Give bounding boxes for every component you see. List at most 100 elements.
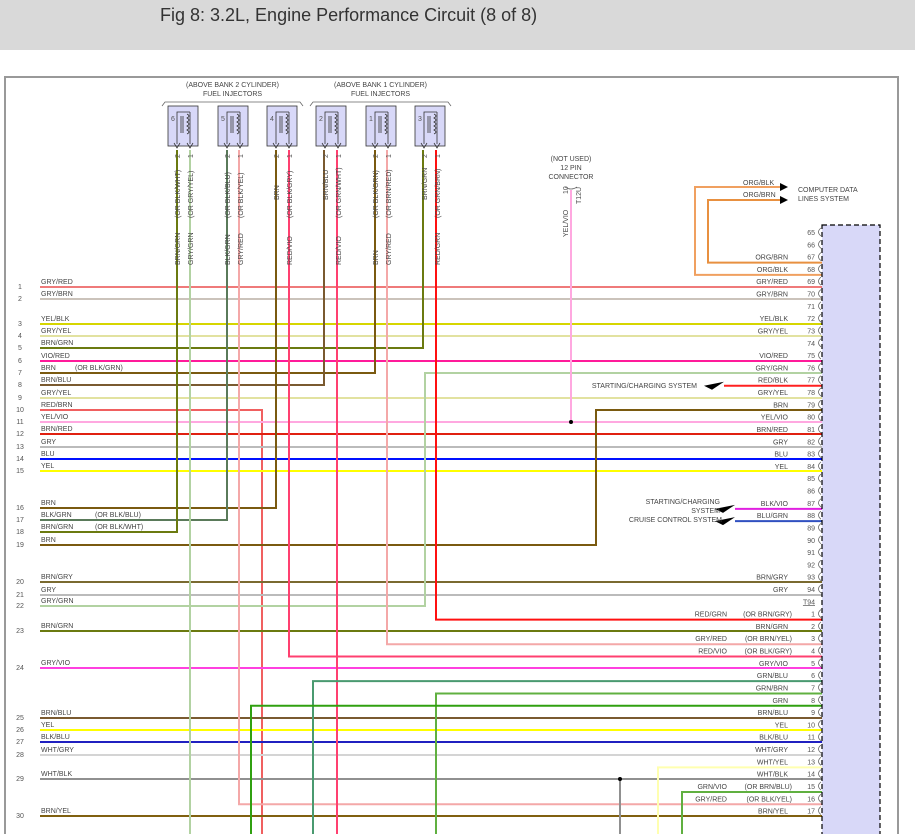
injector-group-label: FUEL INJECTORS	[351, 91, 410, 98]
right-pin-label: BRN	[773, 402, 788, 409]
left-pin-label: GRY	[41, 439, 56, 446]
left-pin-number: 18	[16, 529, 24, 536]
pin-terminal-icon	[818, 744, 822, 754]
wire-wht-yel	[657, 766, 822, 834]
right-pin-label: WHT/GRY	[755, 747, 788, 754]
injector-pin-wire-label: BRN	[274, 185, 281, 200]
left-pin-label: GRY/BRN	[41, 291, 73, 298]
right-pin-number: 7	[811, 685, 815, 692]
left-pin-label: BLK/BLU	[41, 734, 70, 741]
right-pin-number: 73	[807, 328, 815, 335]
pin-terminal-icon	[818, 326, 822, 335]
left-pin-number: 16	[16, 505, 24, 512]
pin-terminal-icon	[818, 646, 822, 655]
splice-dot	[569, 420, 573, 424]
left-pin-label: YEL	[41, 463, 54, 470]
right-pin-label: GRY/BRN	[756, 292, 788, 299]
12-pin-connector-pin: 10	[563, 186, 570, 194]
injector-pin-alt-label: (OR BLK/GRY)	[287, 171, 294, 218]
diagram-frame	[4, 76, 899, 834]
right-pin-label: YEL	[775, 464, 788, 471]
injector-number: 5	[221, 116, 225, 123]
injector-group-label: (ABOVE BANK 1 CYLINDER)	[334, 82, 427, 89]
right-pin-label: GRN/BRN	[756, 685, 788, 692]
pin-arrow-icon	[223, 142, 231, 149]
wire-red-brn	[40, 409, 263, 834]
pin-terminal-icon	[818, 400, 822, 409]
pin-terminal-icon	[818, 412, 822, 421]
pin-terminal-icon	[818, 486, 822, 495]
right-pin-number: 67	[807, 255, 815, 262]
right-pin-number: 6	[811, 673, 815, 680]
pin-terminal-icon	[818, 793, 822, 803]
pin-terminal-icon	[818, 732, 822, 742]
right-pin-number: 83	[807, 452, 815, 459]
right-pin-alt-label: (OR BRN/GRY)	[743, 612, 792, 619]
left-pin-number: 23	[16, 628, 24, 635]
12-pin-wire-label: YEL/VIO	[563, 209, 570, 237]
left-pin-number: 21	[16, 592, 24, 599]
pin-terminal-icon	[818, 720, 822, 729]
left-pin-number: 27	[16, 739, 24, 746]
pin-arrow-icon	[384, 142, 392, 149]
left-pin-number: 22	[16, 603, 24, 610]
fuel-injector-5: 5 2 (OR BLK/BLU) BLK/GRN 1 (OR BLK/YEL) GRY/RE…	[217, 105, 249, 265]
12-pin-connector-label: (NOT USED)	[551, 156, 592, 163]
right-pin-number: 86	[807, 489, 815, 496]
injector-pin-alt-label: (OR GRN/BRN)	[435, 169, 442, 218]
right-pin-alt-label: (OR BRN/YEL)	[745, 636, 792, 643]
wire-blk-grn	[40, 150, 228, 521]
pin-terminal-icon	[818, 387, 822, 397]
left-pin-label: BRN/RED	[41, 426, 73, 433]
fuel-injector-3: 3 2 BRN/GRN 1 (OR GRN/BRN) RED/GRN	[414, 105, 446, 265]
right-pin-label: BLK/BLU	[759, 735, 788, 742]
injector-pin-wire-label: RED/VIO	[287, 236, 294, 265]
right-pin-number: 75	[807, 353, 815, 360]
right-pin-number: 87	[807, 501, 815, 508]
right-pin-number: 10	[807, 722, 815, 729]
injector-pin-alt-label: (OR BLK/YEL)	[238, 172, 245, 218]
12-pin-connector-id: T12U	[576, 187, 583, 204]
left-pin-label: BRN/BLU	[41, 710, 71, 717]
injector-pin-number: 1	[336, 154, 343, 158]
splice-dot	[618, 777, 622, 781]
left-pin-alt-label: (OR BLK/GRN)	[75, 365, 123, 372]
injector-pin-wire-label: BRN	[373, 250, 380, 265]
right-pin-number: 68	[807, 267, 815, 274]
injector-number: 4	[270, 116, 274, 123]
right-pin-number: 90	[807, 538, 815, 545]
right-pin-label: VIO/RED	[759, 353, 788, 360]
pin-terminal-icon	[818, 289, 822, 298]
injector-pin-alt-label: (OR BLK/GRN)	[373, 170, 380, 218]
injector-pin-alt-label: (OR BLK/WHT)	[175, 170, 182, 218]
right-pin-number: 5	[811, 661, 815, 668]
right-pin-number: 77	[807, 378, 815, 385]
right-pin-label: BLK/VIO	[761, 501, 789, 508]
injector-pin-wire-label: BRN/GRN	[422, 168, 429, 200]
left-pin-number: 11	[16, 419, 23, 426]
wire-red-grn	[435, 150, 822, 621]
injector-pin-wire-label: BRN/BLU	[323, 170, 330, 200]
connector-id-t94: T94	[803, 599, 815, 606]
left-pin-number: 25	[16, 715, 24, 722]
injector-pin-number: 1	[188, 154, 195, 158]
injector-pin-number: 2	[373, 154, 380, 158]
injector-coil-icon	[324, 111, 339, 144]
injector-pin-wire-label: RED/GRN	[435, 233, 442, 265]
pin-terminal-icon	[818, 547, 822, 557]
left-pin-number: 19	[16, 542, 24, 549]
pin-terminal-icon	[818, 313, 822, 323]
injector-group-label: (ABOVE BANK 2 CYLINDER)	[186, 82, 279, 89]
right-pin-label: BRN/RED	[756, 427, 788, 434]
left-pin-alt-label: (OR BLK/WHT)	[95, 524, 143, 531]
right-pin-number: 79	[807, 402, 815, 409]
injector-coil-icon	[423, 111, 438, 144]
right-pin-number: 72	[807, 316, 815, 323]
wires	[40, 150, 822, 834]
pin-terminal-icon	[818, 695, 822, 705]
pin-terminal-icon	[818, 461, 822, 471]
left-pin-label: BLK/GRN	[41, 512, 72, 519]
right-pin-number: 70	[807, 292, 815, 299]
fuel-injector-2: 2 2 BRN/BLU 1 (OR GRN/WHT) RED/VIO	[315, 105, 347, 265]
starting-charging-system-label: STARTING/CHARGING	[646, 499, 720, 506]
